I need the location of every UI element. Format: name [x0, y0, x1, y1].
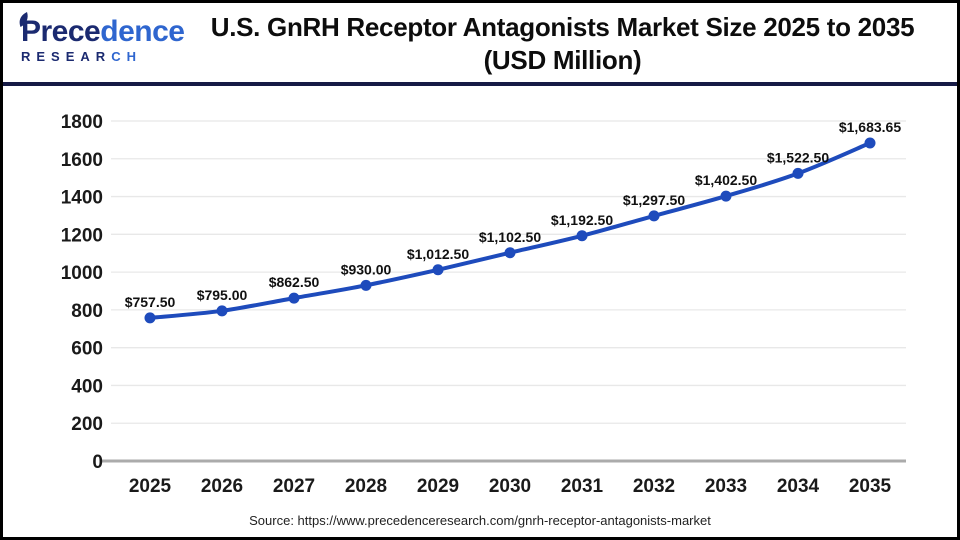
- x-tick-label: 2028: [345, 476, 387, 497]
- logo-wordmark: Precedence: [21, 15, 185, 48]
- x-tick-label: 2031: [561, 476, 604, 497]
- data-point-label: $757.50: [125, 294, 176, 310]
- y-tick-label: 1600: [61, 150, 103, 171]
- chart-title-line2: (USD Million): [483, 45, 642, 75]
- y-tick-label: 1400: [61, 188, 103, 209]
- y-tick-label: 200: [71, 414, 103, 435]
- header-separator-line: [3, 82, 957, 86]
- data-point-label: $930.00: [341, 261, 392, 277]
- data-point-label: $862.50: [269, 274, 320, 290]
- chart-title-line1: U.S. GnRH Receptor Antagonists Market Si…: [210, 12, 915, 42]
- data-point-label: $1,683.65: [839, 119, 901, 135]
- data-point-marker: [576, 230, 588, 242]
- y-tick-label: 400: [71, 376, 103, 397]
- x-tick-label: 2025: [129, 476, 172, 497]
- y-tick-label: 800: [71, 301, 103, 322]
- y-tick-label: 0: [92, 452, 103, 473]
- data-point-marker: [432, 264, 444, 276]
- x-tick-label: 2032: [633, 476, 675, 497]
- y-tick-label: 1000: [61, 263, 103, 284]
- x-tick-label: 2030: [489, 476, 531, 497]
- source-text: Source: https://www.precedenceresearch.c…: [249, 513, 711, 528]
- data-point-marker: [504, 247, 516, 259]
- data-point-label: $1,102.50: [479, 229, 541, 245]
- x-tick-label: 2029: [417, 476, 459, 497]
- chart-area: 0 200 400 600 800 1000 1200 1400 1600 1800 2025 202…: [3, 87, 957, 507]
- logo-wordmark-dark: Prece: [21, 15, 101, 48]
- data-point-marker: [216, 305, 228, 317]
- logo-wordmark-light: dence: [100, 15, 185, 48]
- precedence-research-logo: Precedence RESEARCH: [19, 12, 185, 65]
- data-point-marker: [792, 167, 804, 179]
- x-tick-label: 2033: [705, 476, 747, 497]
- data-point-label: $1,402.50: [695, 172, 757, 188]
- y-tick-label: 1800: [61, 112, 103, 133]
- x-tick-label: 2027: [273, 476, 315, 497]
- logo-subtitle-dark: RESEAR: [21, 49, 112, 64]
- data-point-marker: [360, 279, 372, 291]
- data-point-label: $1,012.50: [407, 246, 469, 262]
- logo-subtitle-light: CH: [111, 49, 142, 64]
- y-tick-label: 1200: [61, 225, 103, 246]
- chart-title: U.S. GnRH Receptor Antagonists Market Si…: [178, 11, 947, 77]
- x-tick-label: 2026: [201, 476, 243, 497]
- x-tick-label: 2034: [777, 476, 820, 497]
- x-tick-label: 2035: [849, 476, 892, 497]
- data-point-marker: [648, 210, 660, 222]
- leaf-icon: [19, 12, 28, 27]
- data-point-label: $795.00: [197, 287, 248, 303]
- market-size-line-chart: 0 200 400 600 800 1000 1200 1400 1600 1800 2025 202…: [61, 112, 906, 497]
- data-point-marker: [864, 137, 876, 149]
- data-point-marker: [720, 190, 732, 202]
- data-point-label: $1,522.50: [767, 149, 829, 165]
- data-point-label: $1,192.50: [551, 212, 613, 228]
- y-tick-label: 600: [71, 339, 103, 360]
- logo-subtitle: RESEARCH: [21, 49, 181, 65]
- data-point-marker: [144, 312, 156, 324]
- data-point-label: $1,297.50: [623, 192, 685, 208]
- data-point-marker: [288, 292, 300, 304]
